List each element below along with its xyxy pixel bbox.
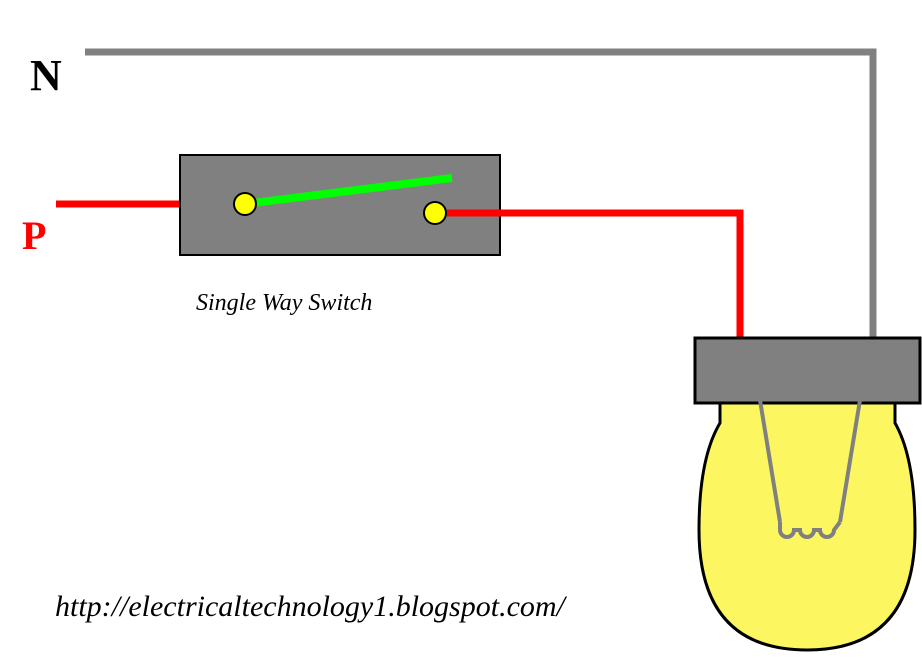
switch-body <box>180 155 500 255</box>
circuit-diagram: N P Single Way Switch http://electricalt… <box>0 0 922 661</box>
switch-caption: Single Way Switch <box>196 290 372 317</box>
switch-terminal-right <box>424 202 446 224</box>
switch-terminal-left <box>234 193 256 215</box>
source-url-label: http://electricaltechnology1.blogspot.co… <box>55 590 565 624</box>
bulb-holder <box>695 338 920 403</box>
bulb-glass <box>699 403 915 650</box>
neutral-label: N <box>30 50 62 101</box>
phase-label: P <box>22 212 46 259</box>
diagram-svg <box>0 0 922 661</box>
